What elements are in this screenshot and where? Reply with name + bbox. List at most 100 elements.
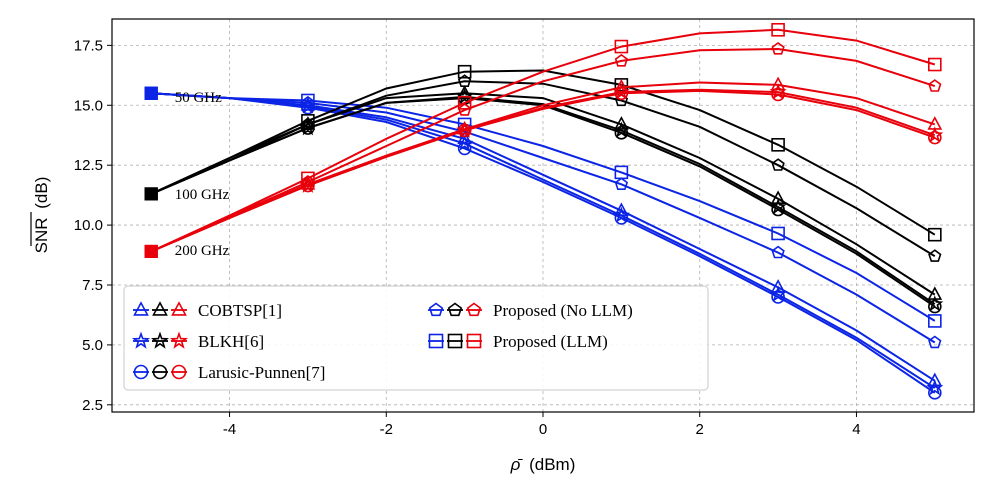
data-point [301,171,315,186]
x-tick-label: 0 [539,421,547,438]
legend-marker [466,302,482,317]
data-point [771,158,785,171]
data-point [770,279,786,293]
data-point [926,379,944,396]
legend-box [123,285,709,391]
legend-label: Larusic-Punnen[7] [198,363,325,382]
data-point [457,141,472,156]
legend-marker [447,333,463,349]
data-point [771,226,785,241]
series-line [151,92,936,394]
legend-marker [133,364,149,380]
y-tick-label: 5.0 [82,337,103,354]
legend-label: BLKH[6] [198,332,264,351]
legend-marker [152,301,168,316]
annotations: 50 GHz 100 GHz 200 GHz [175,90,230,259]
data-point [614,86,629,101]
legend-marker [171,364,187,380]
data-point [928,314,942,328]
data-point [771,202,785,217]
data-point [301,100,315,115]
spacing-annotation: 50 GHz [175,90,222,106]
svg-text:SNR (dB): SNR (dB) [32,177,51,254]
legend-label: Proposed (No LLM) [493,301,633,320]
legend: COBTSP[1] Proposed (No LLM) BLKH[6] Propose… [123,285,709,391]
axes: -4 -2 0 2 4 2.5 5.0 7.5 10.0 12.5 15.0 17.5 [74,37,861,438]
legend-entry-blkh-6: BLKH[6] [131,331,264,351]
x-axis-symbol: ρ̄ [510,455,524,474]
series-line [151,92,936,322]
data-point [301,175,315,188]
start-marker [144,187,158,201]
data-point [771,42,785,55]
legend-marker [171,301,187,316]
data-point [928,335,942,349]
x-tick-label: 4 [852,421,860,438]
legend-label: COBTSP[1] [198,301,282,320]
y-axis-symbol: SNR [32,217,51,253]
data-point [614,211,629,225]
data-point [927,372,943,387]
y-tick-label: 10.0 [74,217,103,234]
data-point [928,79,942,92]
data-point [456,134,474,151]
legend-entry-larusic-punnen-7: Larusic-Punnen[7] [133,363,325,382]
x-axis-unit: (dBm) [529,455,575,474]
data-point [301,117,315,131]
start-marker [144,244,158,258]
data-point [771,87,785,102]
data-point [614,165,629,180]
data-point [771,22,785,37]
y-tick-label: 17.5 [74,37,103,54]
spacing-annotation: 200 GHz [175,243,230,259]
series-line [150,89,936,253]
data-point [770,76,786,91]
data-point [928,227,942,242]
data-point [614,177,629,190]
legend-marker [466,333,482,349]
spacing-annotation: 100 GHz [175,187,230,203]
series-proposed-llm-200-ghz [144,22,942,258]
y-tick-label: 2.5 [82,397,103,414]
legend-entry-proposed-no-llm: Proposed (No LLM) [428,301,633,320]
series-line [150,47,936,253]
legend-entry-cobtsp-1: COBTSP[1] [133,301,282,320]
legend-marker [131,331,151,349]
legend-entry-proposed-llm: Proposed (LLM) [428,332,608,351]
x-axis-title: ρ̄ (dBm) [510,455,576,474]
data-point [614,53,629,67]
legend-marker [150,331,170,349]
legend-marker [428,302,444,317]
series-layer [144,22,944,400]
data-point [771,138,785,152]
data-point [614,126,629,140]
data-point [301,114,315,128]
series-line [150,80,936,258]
x-tick-label: 2 [696,421,704,438]
legend-marker [169,331,189,349]
data-point [928,386,942,400]
y-tick-label: 7.5 [82,277,103,294]
legend-marker [447,302,463,317]
data-point [928,57,942,72]
data-point [928,249,942,262]
series-proposed-llm-100-ghz [144,64,942,242]
y-tick-label: 15.0 [74,97,103,114]
data-point [457,123,472,138]
data-point [928,130,942,145]
data-point [457,103,472,116]
data-point [457,74,472,87]
series-line [150,69,936,236]
y-tick-label: 12.5 [74,157,103,174]
data-point [614,78,629,92]
data-point [457,96,472,110]
legend-marker [152,364,168,380]
x-tick-label: -2 [380,421,393,438]
data-point [771,290,785,304]
y-axis-unit: (dB) [32,177,51,209]
legend-marker [428,333,444,349]
series-line [151,92,936,344]
legend-label: Proposed (LLM) [493,332,608,351]
series-line [150,28,936,253]
